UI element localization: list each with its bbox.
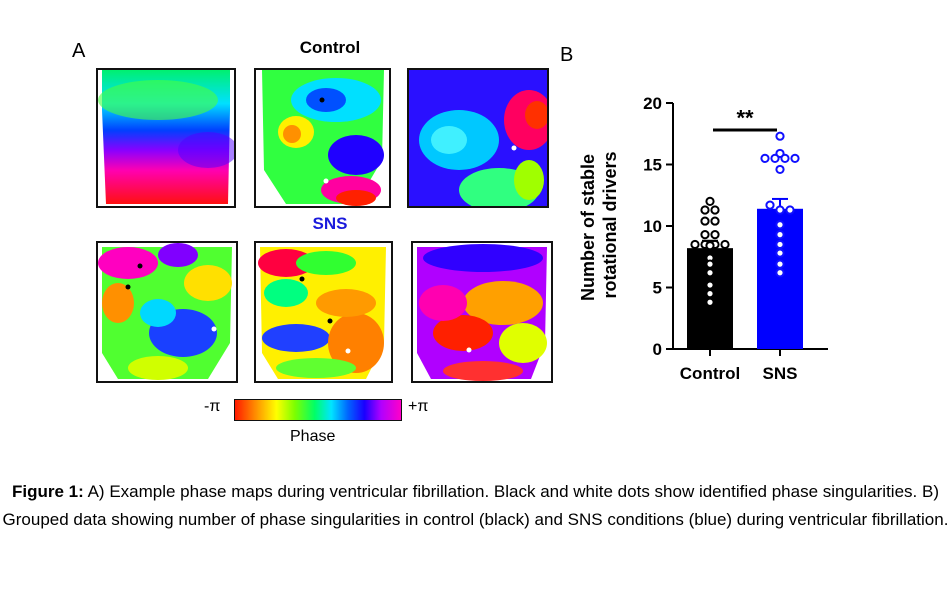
bar-sns <box>757 208 803 349</box>
x-tick-label-sns: SNS <box>763 364 798 383</box>
data-point-control <box>700 230 710 240</box>
data-point-sns <box>775 259 785 269</box>
data-point-sns <box>785 205 795 215</box>
data-point-sns <box>770 153 780 163</box>
phase-map-control-1 <box>96 68 236 208</box>
bar-chart: Number of stable rotational drivers 0 5 10… <box>578 94 828 383</box>
y-tick-label: 5 <box>653 279 662 298</box>
phase-map-sns-1 <box>96 241 238 383</box>
y-tick-label: 10 <box>643 217 662 236</box>
y-tick-label: 15 <box>643 156 662 175</box>
data-point-control <box>705 196 715 206</box>
y-tick-label: 20 <box>643 94 662 113</box>
y-axis-label: Number of stable rotational drivers <box>578 149 620 301</box>
caption-text: A) Example phase maps during ventricular… <box>2 482 949 529</box>
data-point-sns <box>765 200 775 210</box>
data-point-control <box>705 289 715 299</box>
plot-area: 0 5 10 15 20 Control SNS ** <box>643 94 828 383</box>
data-point-control <box>710 205 720 215</box>
data-point-sns <box>775 268 785 278</box>
sns-maps-title: SNS <box>312 214 348 233</box>
phase-map-control-2 <box>254 68 391 208</box>
phase-map-sns-2 <box>254 241 393 383</box>
colorbar-min-label: -π <box>204 398 221 415</box>
phase-map-control-3 <box>407 68 549 208</box>
data-point-control <box>710 216 720 226</box>
figure-caption: Figure 1: A) Example phase maps during v… <box>0 478 951 534</box>
y-axis-label-line1: Number of stable <box>578 154 598 301</box>
data-point-control <box>700 205 710 215</box>
colorbar-max-label: +π <box>408 398 429 415</box>
data-point-control <box>705 259 715 269</box>
caption-bold: Figure 1: <box>12 482 84 501</box>
x-tick-label-control: Control <box>680 364 740 383</box>
data-point-sns <box>775 205 785 215</box>
phase-colorbar <box>234 399 402 421</box>
panel-b-letter: B <box>560 44 574 66</box>
data-point-sns <box>775 248 785 258</box>
data-point-sns <box>775 220 785 230</box>
data-point-sns <box>760 153 770 163</box>
data-point-sns <box>780 153 790 163</box>
data-point-control <box>700 216 710 226</box>
data-point-sns <box>790 153 800 163</box>
phase-map-sns-3 <box>411 241 553 383</box>
control-maps-title: Control <box>299 38 361 57</box>
data-point-control <box>690 239 700 250</box>
data-point-sns <box>775 164 785 175</box>
data-point-control <box>705 268 715 278</box>
panel-a-letter: A <box>72 40 86 62</box>
colorbar-title: Phase <box>290 428 336 445</box>
data-point-control <box>710 230 720 240</box>
data-point-control <box>705 241 715 251</box>
significance-label: ** <box>736 105 754 130</box>
y-axis-label-line2: rotational drivers <box>600 151 620 298</box>
data-point-control <box>705 297 715 307</box>
data-point-sns <box>775 239 785 250</box>
data-point-control <box>720 239 730 250</box>
data-point-sns <box>775 131 785 141</box>
data-point-control <box>705 280 715 290</box>
y-tick-label: 0 <box>653 340 662 359</box>
data-point-sns <box>775 230 785 240</box>
